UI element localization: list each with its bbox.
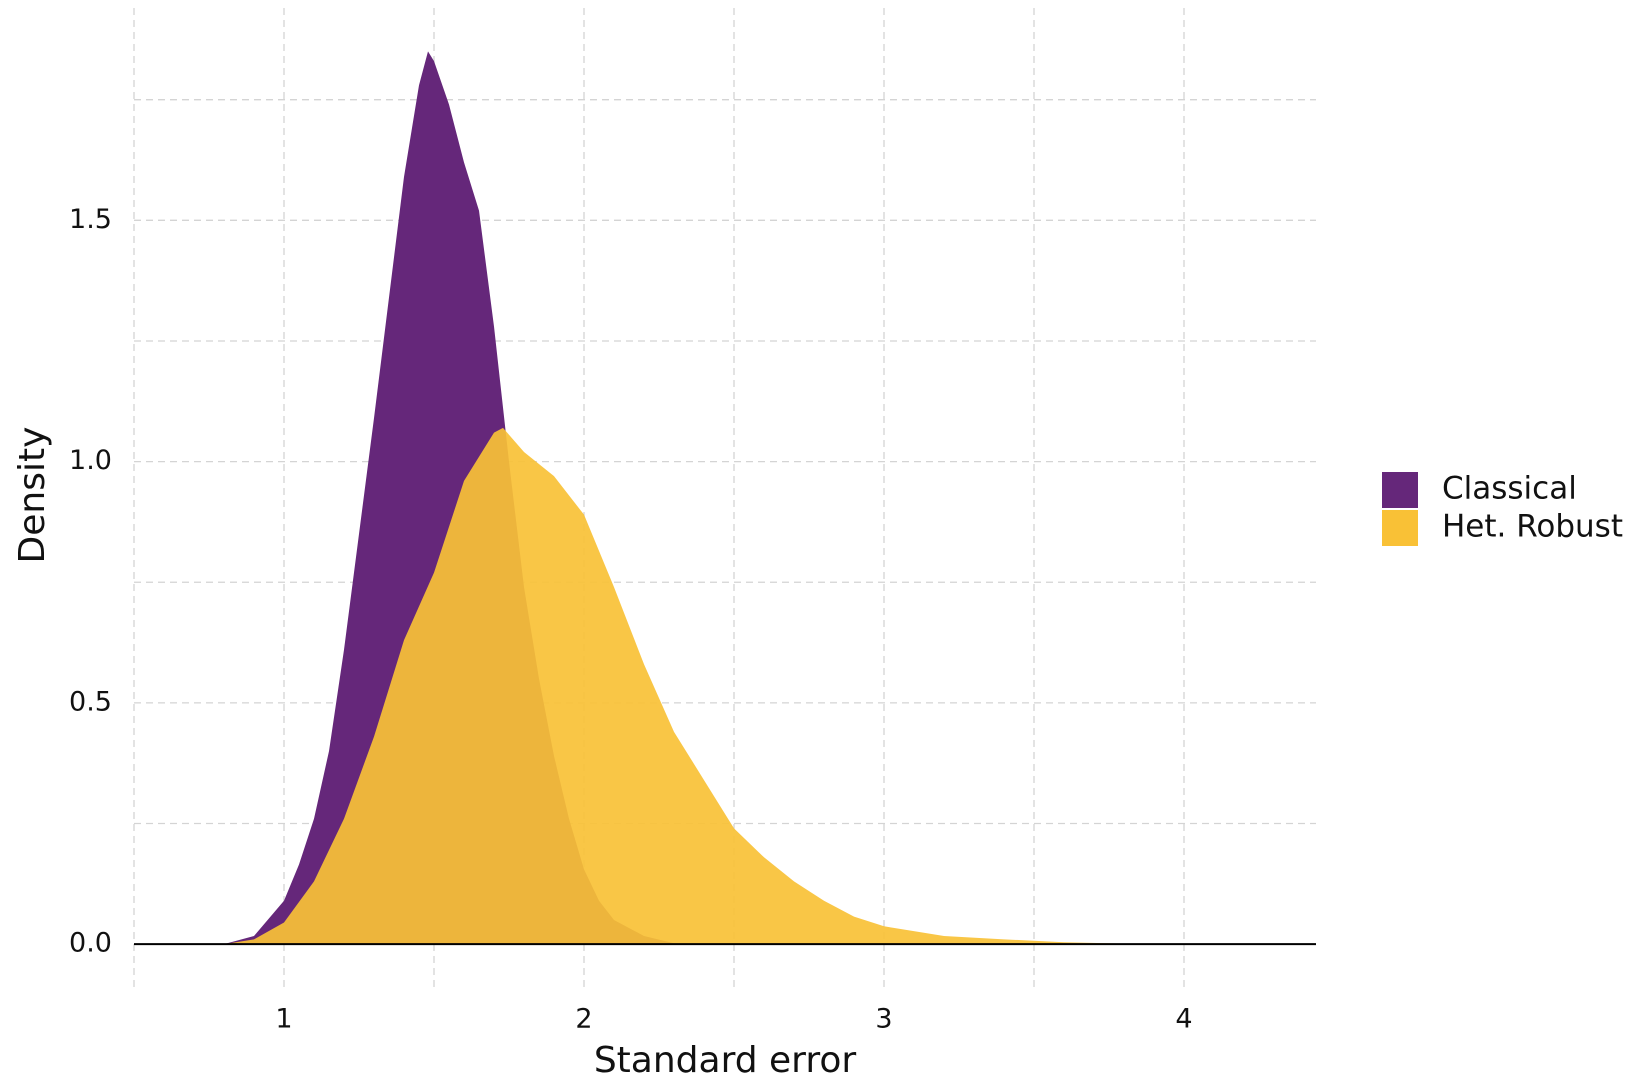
- x-tick-label: 2: [575, 1004, 592, 1035]
- density-area: [224, 427, 1244, 945]
- y-tick-label: 0.0: [69, 928, 112, 959]
- x-tick-label: 4: [1175, 1004, 1192, 1035]
- y-tick-label: 1.5: [69, 204, 112, 235]
- legend-swatch: [1382, 510, 1418, 546]
- legend-label: Classical: [1442, 471, 1577, 507]
- legend-swatch: [1382, 472, 1418, 508]
- y-tick-label: 1.0: [69, 445, 112, 476]
- x-tick-label: 3: [875, 1004, 892, 1035]
- x-axis-title: Standard error: [594, 1040, 857, 1079]
- y-axis-title: Density: [12, 427, 53, 564]
- y-tick-label: 0.5: [69, 686, 112, 717]
- legend-label: Het. Robust: [1442, 509, 1623, 545]
- x-tick-label: 1: [275, 1004, 292, 1035]
